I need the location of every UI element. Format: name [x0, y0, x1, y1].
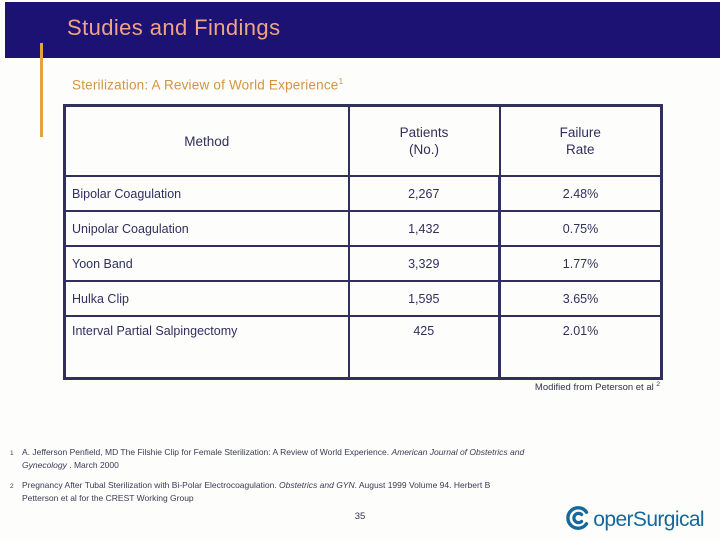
cooper-coil-icon [564, 504, 592, 537]
source-attribution: Modified from Peterson et al 2 [534, 381, 660, 394]
table-row: Hulka Clip 1,595 3.65% [63, 280, 663, 317]
table-header-row: Method Patients (No.) Failure Rate [63, 104, 663, 177]
method-cell: Yoon Band [63, 245, 350, 282]
failure-rate-cell: 0.75% [498, 210, 663, 247]
source-footnote-marker: 2 [656, 381, 660, 388]
table-caption-text: Sterilization: A Review of World Experie… [72, 77, 339, 93]
column-header-method: Method [63, 104, 350, 177]
footnote-marker: 1 [10, 450, 14, 457]
page-title: Studies and Findings [67, 15, 281, 40]
table-caption-footnote-marker: 1 [338, 76, 344, 86]
logo-wordmark: operSurgical [593, 508, 704, 531]
table-caption: Sterilization: A Review of World Experie… [72, 76, 343, 93]
patients-cell: 3,329 [347, 245, 501, 282]
table-row: Interval Partial Salpingectomy 425 2.01% [63, 315, 663, 380]
method-cell: Unipolar Coagulation [63, 210, 350, 247]
footnote-text: Pregnancy After Tubal Sterilization with… [22, 480, 491, 503]
patients-cell: 425 [347, 315, 501, 380]
failure-rate-cell: 2.01% [498, 315, 663, 380]
slide-header-bar [5, 2, 720, 58]
table-row: Unipolar Coagulation 1,432 0.75% [63, 210, 663, 247]
column-header-failure-rate: Failure Rate [498, 104, 663, 177]
footnote-2: 2 Pregnancy After Tubal Sterilization wi… [10, 479, 526, 505]
column-header-patients: Patients (No.) [347, 104, 501, 177]
journal-name: Obstetrics and GYN [279, 480, 355, 490]
footnote-text: A. Jefferson Penfield, MD The Filshie Cl… [22, 447, 525, 470]
table-row: Bipolar Coagulation 2,267 2.48% [63, 175, 663, 212]
failure-rate-cell: 3.65% [498, 280, 663, 317]
footnote-1: 1 A. Jefferson Penfield, MD The Filshie … [10, 446, 526, 472]
method-cell: Bipolar Coagulation [63, 175, 350, 212]
method-cell: Hulka Clip [63, 280, 350, 317]
table-row: Yoon Band 3,329 1.77% [63, 245, 663, 282]
method-cell: Interval Partial Salpingectomy [63, 315, 350, 380]
gold-accent-line [40, 43, 43, 137]
patients-cell: 1,595 [347, 280, 501, 317]
patients-cell: 2,267 [347, 175, 501, 212]
footnote-marker: 2 [10, 483, 14, 490]
sterilization-results-table: Method Patients (No.) Failure Rate Bipol… [63, 104, 663, 380]
coopersurgical-logo: operSurgical [564, 504, 705, 537]
failure-rate-cell: 1.77% [498, 245, 663, 282]
patients-cell: 1,432 [347, 210, 501, 247]
journal-name: American Journal of Obstetrics and Gynec… [22, 447, 525, 470]
page-number: 35 [354, 511, 366, 522]
failure-rate-cell: 2.48% [498, 175, 663, 212]
footnotes-section: 1 A. Jefferson Penfield, MD The Filshie … [10, 446, 526, 512]
